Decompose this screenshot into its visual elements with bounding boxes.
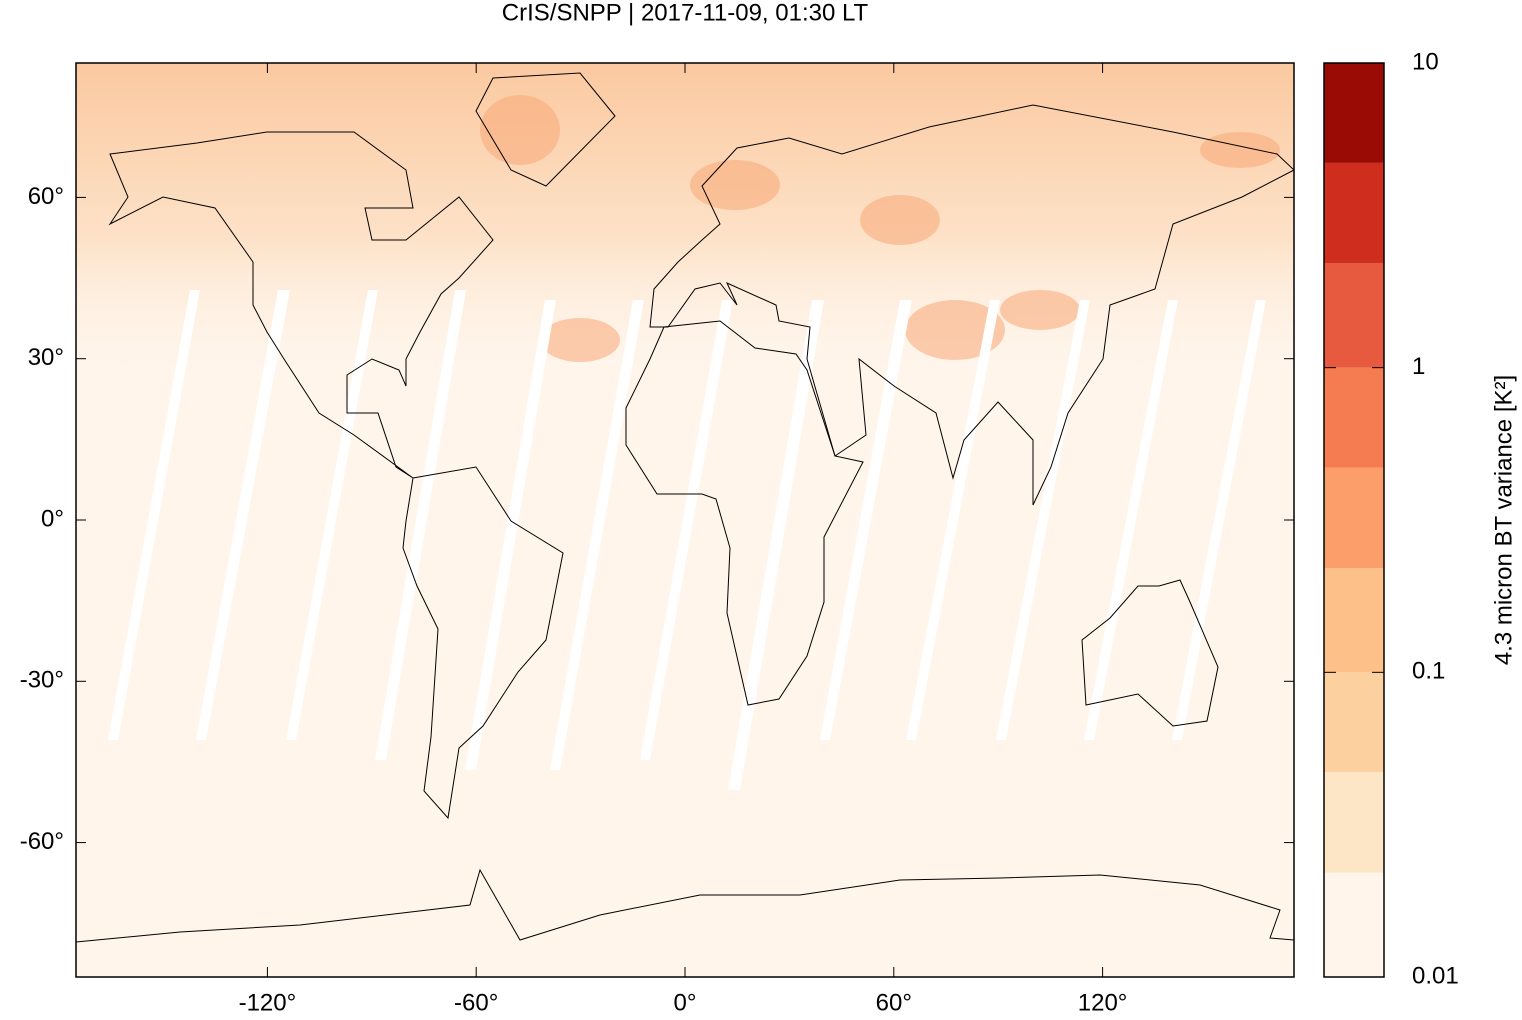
x-tick-label: -60°	[454, 989, 498, 1016]
colorbar-band	[1324, 263, 1384, 368]
colorbar-tick-label: 1	[1412, 353, 1425, 380]
colorbar-band	[1324, 872, 1384, 977]
colorbar-band	[1324, 63, 1384, 163]
chart-title: CrIS/SNPP | 2017-11-09, 01:30 LT	[502, 0, 869, 26]
y-tick-label: 30°	[28, 344, 64, 371]
y-tick-label: 60°	[28, 183, 64, 210]
colorbar-frame	[1323, 62, 1385, 978]
colorbar-tick-label: 0.01	[1412, 962, 1459, 989]
colorbar-label: 4.3 micron BT variance [K²]	[1490, 375, 1517, 665]
x-tick-label: 0°	[674, 989, 697, 1016]
x-tick-label: 120°	[1078, 989, 1128, 1016]
x-tick-label: -120°	[239, 989, 297, 1016]
high-variance-region	[76, 63, 1294, 383]
colorbar-band	[1324, 367, 1384, 468]
colorbar-band	[1324, 162, 1384, 264]
colorbar-band	[1324, 467, 1384, 569]
y-tick-label: -60°	[20, 828, 64, 855]
y-tick-label: -30°	[20, 667, 64, 694]
map-field	[76, 63, 1294, 977]
colorbar-band	[1324, 672, 1384, 773]
colorbar-tick-label: 0.1	[1412, 658, 1445, 685]
colorbar-band	[1324, 568, 1384, 673]
colorbar-band	[1324, 772, 1384, 873]
swath-gaps	[108, 290, 1266, 790]
x-tick-label: 60°	[876, 989, 912, 1016]
y-tick-label: 0°	[41, 505, 64, 532]
variance-patches	[480, 95, 1280, 362]
coastlines	[76, 72, 1294, 943]
colorbar-tick-label: 10	[1412, 48, 1439, 75]
